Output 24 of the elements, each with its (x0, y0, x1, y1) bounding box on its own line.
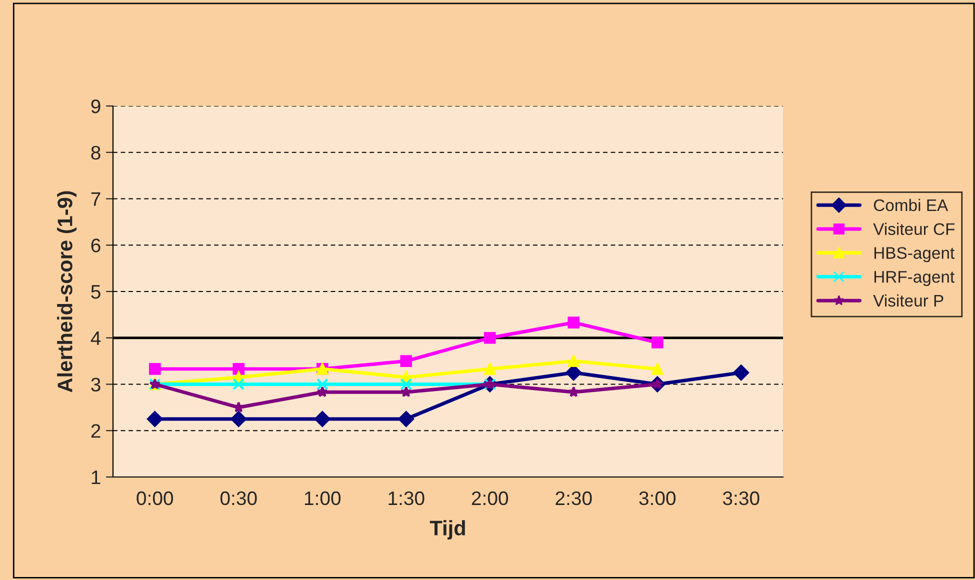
x-axis-title: Tijd (430, 520, 465, 540)
y-tick-label: 5 (91, 285, 100, 299)
x-tick-label: 1:30 (388, 491, 424, 506)
x-tick-label: 3:30 (722, 491, 760, 506)
y-tick-label: 1 (92, 470, 100, 484)
y-tick-label: 7 (91, 192, 100, 206)
x-tick-label: 2:00 (472, 491, 508, 506)
x-tick-label: 0:00 (136, 491, 174, 506)
x-tick-label: 2:30 (556, 491, 592, 506)
x-tick-label: 0:30 (220, 491, 257, 506)
legend-label: Visiteur P (873, 294, 944, 307)
y-tick-label: 2 (91, 424, 100, 438)
legend-label: HBS-agent (874, 247, 955, 262)
x-tick-label: 1:00 (304, 491, 341, 506)
y-axis-title: Alertheid-score (1-9) (57, 191, 76, 392)
legend-label: Visiteur CF (873, 222, 955, 236)
legend-label: Combi EA (874, 198, 948, 212)
y-tick-label: 4 (90, 332, 101, 345)
legend-label: HRF-agent (874, 271, 954, 286)
y-tick-label: 9 (91, 99, 100, 114)
y-tick-label: 3 (91, 378, 100, 392)
y-tick-label: 6 (91, 238, 100, 252)
y-tick-label: 8 (91, 146, 100, 160)
x-tick-label: 3:00 (639, 491, 676, 506)
